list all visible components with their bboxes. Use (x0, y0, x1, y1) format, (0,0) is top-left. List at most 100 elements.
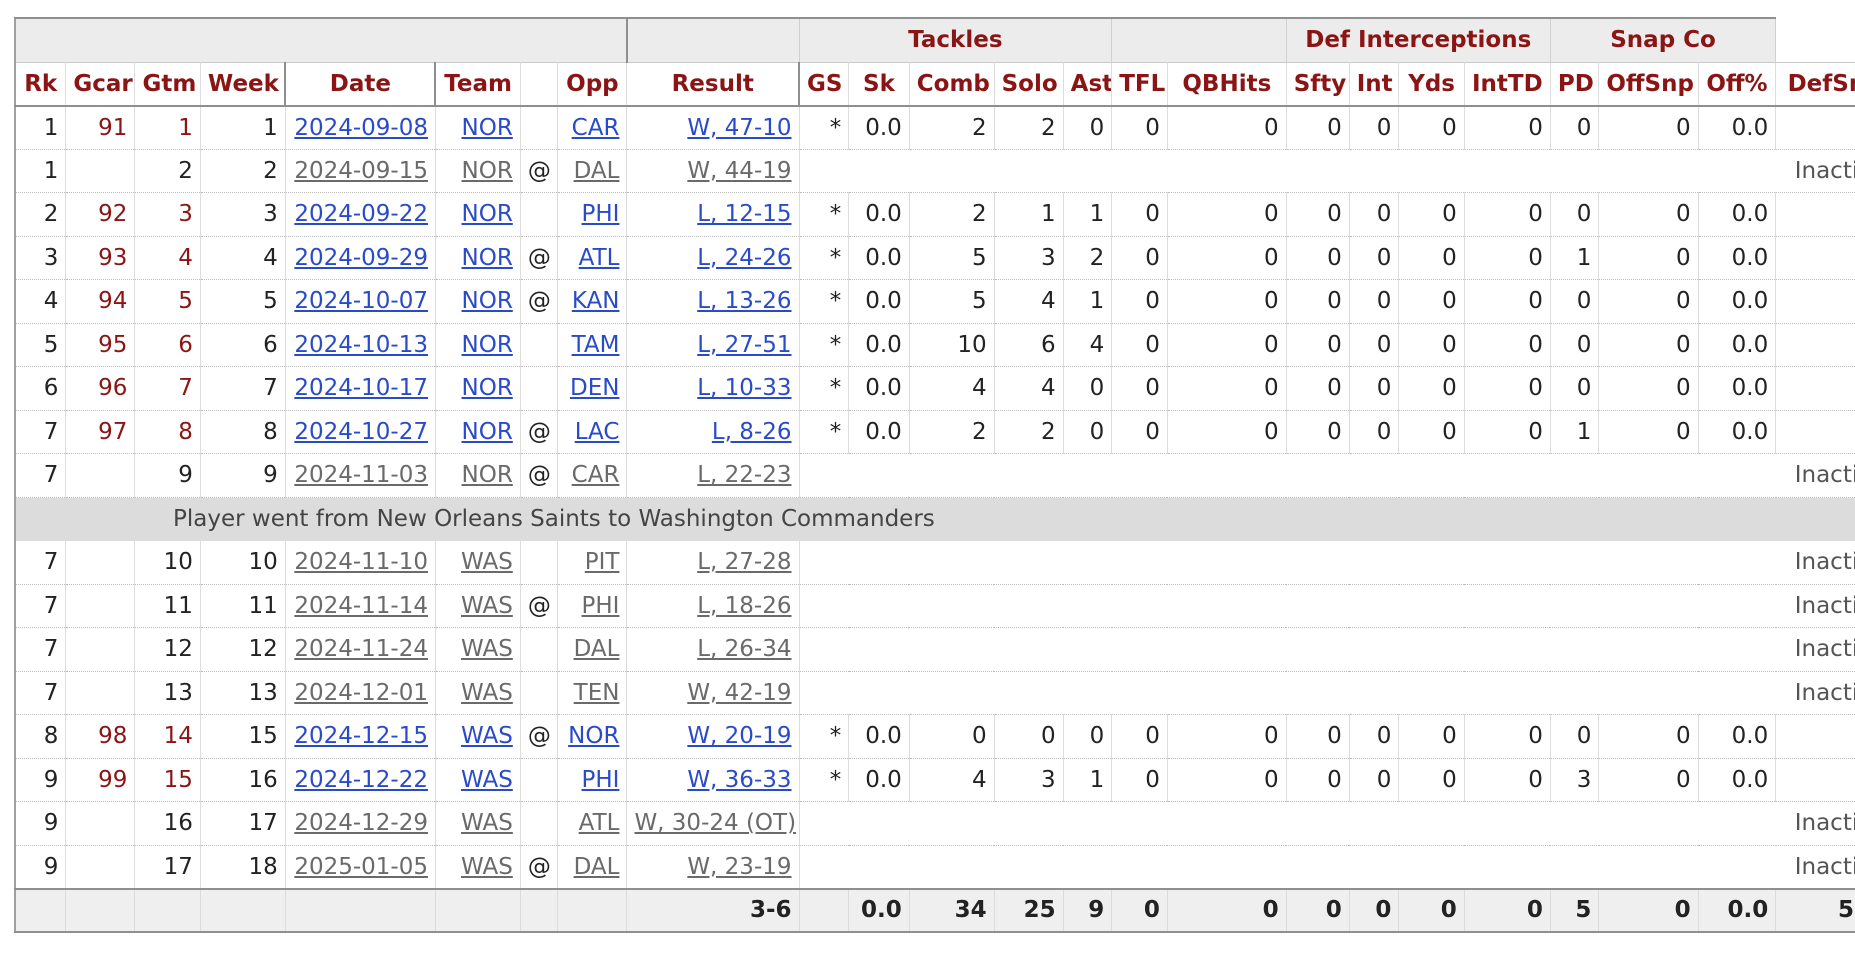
result-link[interactable]: W, 47-10 (687, 115, 791, 141)
result-link[interactable]: W, 36-33 (687, 767, 791, 793)
opponent-link[interactable]: CAR (572, 462, 620, 488)
location-cell (520, 628, 558, 672)
opponent-link[interactable]: PHI (581, 593, 619, 619)
result-link[interactable]: W, 42-19 (687, 680, 791, 706)
date-link[interactable]: 2024-10-07 (294, 288, 428, 314)
date-link[interactable]: 2024-11-10 (294, 549, 428, 575)
opponent-link[interactable]: CAR (572, 115, 620, 141)
result-link[interactable]: L, 13-26 (697, 288, 791, 314)
result-link[interactable]: W, 30-24 (OT) (634, 810, 796, 836)
date-link[interactable]: 2024-11-03 (294, 462, 428, 488)
opponent-link[interactable]: DAL (574, 158, 620, 184)
col-header-offsnp[interactable]: OffSnp (1599, 62, 1698, 106)
opponent-link[interactable]: ATL (579, 810, 620, 836)
col-header-gcar[interactable]: Gcar (66, 62, 135, 106)
result-link[interactable]: L, 22-23 (697, 462, 791, 488)
col-header-sfty[interactable]: Sfty (1286, 62, 1349, 106)
result-link[interactable]: L, 18-26 (697, 593, 791, 619)
team-link[interactable]: NOR (462, 201, 513, 227)
opponent-link[interactable]: PIT (585, 549, 620, 575)
result-link[interactable]: L, 8-26 (712, 419, 792, 445)
date-link[interactable]: 2024-11-24 (294, 636, 428, 662)
col-header-off-pct[interactable]: Off% (1698, 62, 1776, 106)
col-header-defsnp[interactable]: DefSnp (1776, 62, 1855, 106)
team-link[interactable]: NOR (462, 332, 513, 358)
gcar-cell (66, 671, 135, 715)
team-link[interactable]: WAS (461, 636, 513, 662)
opponent-link[interactable]: NOR (568, 723, 619, 749)
ast-cell: 0 (1063, 410, 1112, 454)
date-link[interactable]: 2024-09-29 (294, 245, 428, 271)
date-link[interactable]: 2024-11-14 (294, 593, 428, 619)
result-link[interactable]: L, 12-15 (697, 201, 791, 227)
col-header-date[interactable]: Date (285, 62, 435, 106)
date-link[interactable]: 2024-12-15 (294, 723, 428, 749)
col-header-inttd[interactable]: IntTD (1464, 62, 1550, 106)
date-link[interactable]: 2024-10-17 (294, 375, 428, 401)
col-header-team[interactable]: Team (435, 62, 520, 106)
result-link[interactable]: W, 44-19 (687, 158, 791, 184)
col-header-solo[interactable]: Solo (994, 62, 1063, 106)
team-link[interactable]: WAS (461, 723, 513, 749)
team-link[interactable]: WAS (461, 810, 513, 836)
col-header-opp[interactable]: Opp (558, 62, 627, 106)
date-link[interactable]: 2024-12-22 (294, 767, 428, 793)
opponent-link[interactable]: DAL (574, 854, 620, 880)
result-cell: W, 44-19 (627, 149, 799, 193)
col-header-int[interactable]: Int (1349, 62, 1399, 106)
opponent-link[interactable]: PHI (581, 767, 619, 793)
result-link[interactable]: L, 24-26 (697, 245, 791, 271)
opponent-link[interactable]: LAC (575, 419, 620, 445)
team-link[interactable]: NOR (462, 375, 513, 401)
team-link[interactable]: NOR (462, 419, 513, 445)
team-link[interactable]: NOR (462, 158, 513, 184)
opponent-link[interactable]: PHI (581, 201, 619, 227)
inactive-status: Inactive (799, 454, 1855, 498)
col-header-week[interactable]: Week (200, 62, 285, 106)
result-link[interactable]: L, 27-28 (697, 549, 791, 575)
team-link[interactable]: NOR (462, 245, 513, 271)
date-link[interactable]: 2024-12-01 (294, 680, 428, 706)
team-link[interactable]: NOR (462, 288, 513, 314)
int-cell: 0 (1349, 236, 1399, 280)
col-header-tfl[interactable]: TFL (1112, 62, 1168, 106)
team-link[interactable]: NOR (462, 462, 513, 488)
date-link[interactable]: 2025-01-05 (294, 854, 428, 880)
col-header-result[interactable]: Result (627, 62, 799, 106)
date-link[interactable]: 2024-09-22 (294, 201, 428, 227)
col-header-sk[interactable]: Sk (849, 62, 910, 106)
team-link[interactable]: NOR (462, 115, 513, 141)
col-header-ast[interactable]: Ast (1063, 62, 1112, 106)
opponent-link[interactable]: TAM (572, 332, 620, 358)
date-link[interactable]: 2024-09-08 (294, 115, 428, 141)
date-link[interactable]: 2024-12-29 (294, 810, 428, 836)
col-header-gtm[interactable]: Gtm (135, 62, 200, 106)
team-link[interactable]: WAS (461, 854, 513, 880)
team-link[interactable]: WAS (461, 680, 513, 706)
result-link[interactable]: W, 20-19 (687, 723, 791, 749)
date-link[interactable]: 2024-09-15 (294, 158, 428, 184)
team-link[interactable]: WAS (461, 593, 513, 619)
week-cell: 13 (200, 671, 285, 715)
col-header-pd[interactable]: PD (1550, 62, 1598, 106)
team-link[interactable]: WAS (461, 767, 513, 793)
team-link[interactable]: WAS (461, 549, 513, 575)
defsnp-cell: 77 (1776, 323, 1855, 367)
col-header-qbhits[interactable]: QBHits (1167, 62, 1286, 106)
opponent-link[interactable]: TEN (574, 680, 620, 706)
date-link[interactable]: 2024-10-13 (294, 332, 428, 358)
col-header-yds[interactable]: Yds (1399, 62, 1464, 106)
result-link[interactable]: L, 26-34 (697, 636, 791, 662)
col-header-rk[interactable]: Rk (15, 62, 66, 106)
result-link[interactable]: L, 10-33 (697, 375, 791, 401)
opponent-link[interactable]: DEN (570, 375, 619, 401)
opponent-link[interactable]: KAN (572, 288, 620, 314)
col-header-comb[interactable]: Comb (909, 62, 994, 106)
result-link[interactable]: W, 23-19 (687, 854, 791, 880)
result-link[interactable]: L, 27-51 (697, 332, 791, 358)
date-link[interactable]: 2024-10-27 (294, 419, 428, 445)
col-header-gs[interactable]: GS (799, 62, 849, 106)
opponent-link[interactable]: DAL (574, 636, 620, 662)
total-pd: 5 (1550, 889, 1598, 933)
opponent-link[interactable]: ATL (579, 245, 620, 271)
